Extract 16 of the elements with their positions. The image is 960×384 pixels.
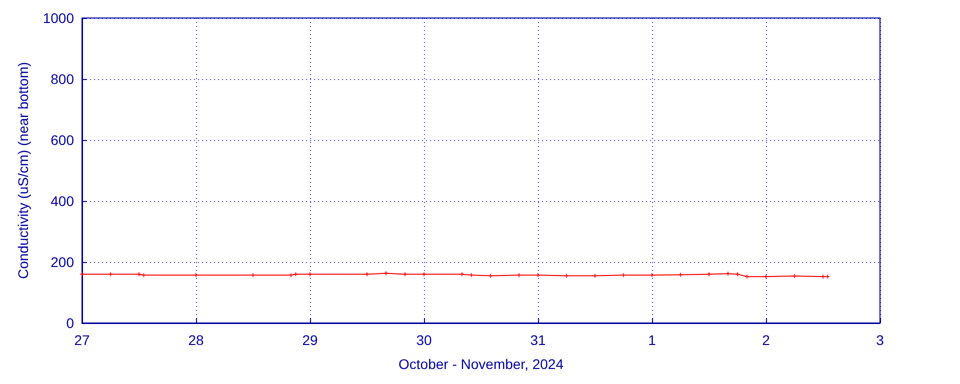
y-tick-label: 200 xyxy=(50,254,74,270)
x-tick-label: 1 xyxy=(648,332,656,348)
y-tick-label: 800 xyxy=(50,71,74,87)
y-axis-title: Conductivity (uS/cm) (near bottom) xyxy=(15,62,31,280)
y-tick-label: 600 xyxy=(50,132,74,148)
x-tick-label: 2 xyxy=(762,332,770,348)
x-tick-label: 28 xyxy=(188,332,204,348)
y-tick-label: 400 xyxy=(50,193,74,209)
x-axis-title: October - November, 2024 xyxy=(398,356,564,372)
x-tick-label: 29 xyxy=(302,332,318,348)
y-tick-label: 0 xyxy=(66,315,74,331)
x-tick-label: 30 xyxy=(416,332,432,348)
x-tick-label: 31 xyxy=(530,332,546,348)
x-tick-label: 27 xyxy=(74,332,90,348)
x-tick-label: 3 xyxy=(876,332,884,348)
y-tick-label: 1000 xyxy=(42,10,74,26)
